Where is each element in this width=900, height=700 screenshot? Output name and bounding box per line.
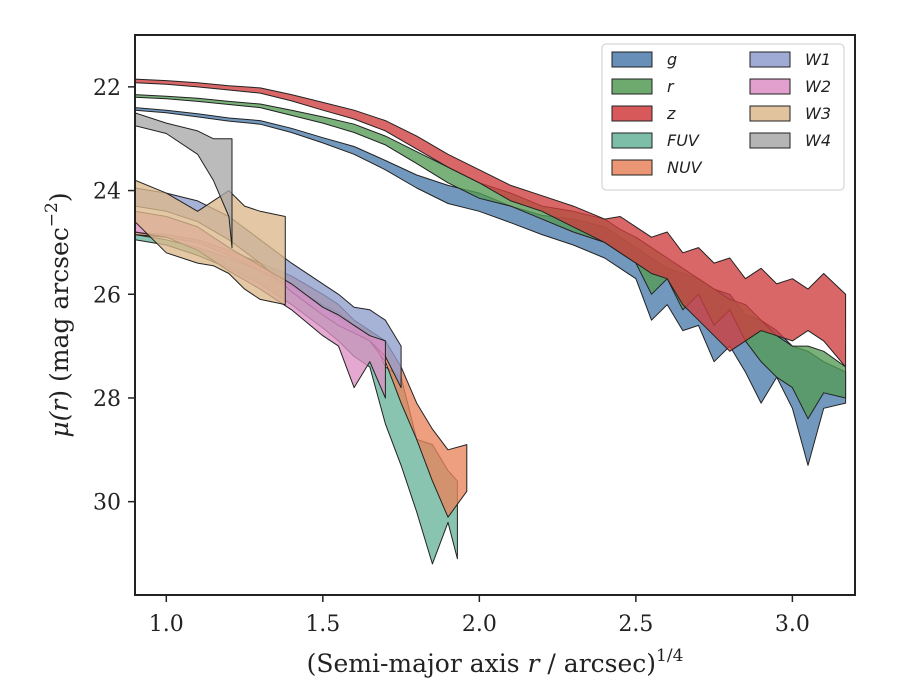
legend-label-w4: W4 [805,131,831,150]
legend-swatch-r [611,78,653,95]
x-tick-label: 2.0 [462,612,497,637]
series-band-w4 [135,112,233,249]
legend-label-w3: W3 [805,104,831,123]
x-tick-label: 3.0 [775,612,810,637]
legend-swatch-w3 [749,105,791,122]
legend-swatch-g [611,51,653,68]
legend-label-r: r [667,77,675,96]
legend-swatch-fuv [611,132,653,149]
legend-label-nuv: NUV [667,158,703,177]
y-axis-ticks: 22 24 26 28 30 [93,76,135,516]
legend-label-w1: W1 [805,50,831,69]
legend-swatch-w4 [749,132,791,149]
x-tick-label: 1.5 [305,612,340,637]
y-tick-label: 28 [93,387,121,412]
legend-label-z: z [666,104,676,123]
y-tick-label: 24 [93,180,121,205]
series-band-w3 [135,179,286,306]
y-tick-label: 30 [93,491,121,516]
x-axis-ticks: 1.0 1.5 2.0 2.5 3.0 [149,595,810,637]
x-tick-label: 2.5 [618,612,653,637]
x-axis-label: (Semi-major axis r / arcsec)1/4 [307,646,684,678]
legend-swatch-nuv [611,159,653,176]
y-tick-label: 22 [93,76,121,101]
series-band-z [135,78,847,368]
legend-swatch-w2 [749,78,791,95]
legend-label-fuv: FUV [667,131,700,150]
legend: grz FUV NUV W1 W2 W3 W4 [601,43,845,191]
x-tick-label: 1.0 [149,612,184,637]
y-tick-label: 26 [93,283,121,308]
legend-label-w2: W2 [805,77,831,96]
y-axis-label: μ(r) (mag arcsec−2) [42,192,74,437]
series-bands [135,78,847,565]
legend-label-g: g [667,50,677,69]
legend-swatch-z [611,105,653,122]
legend-swatch-w1 [749,51,791,68]
plot-frame [134,34,856,596]
